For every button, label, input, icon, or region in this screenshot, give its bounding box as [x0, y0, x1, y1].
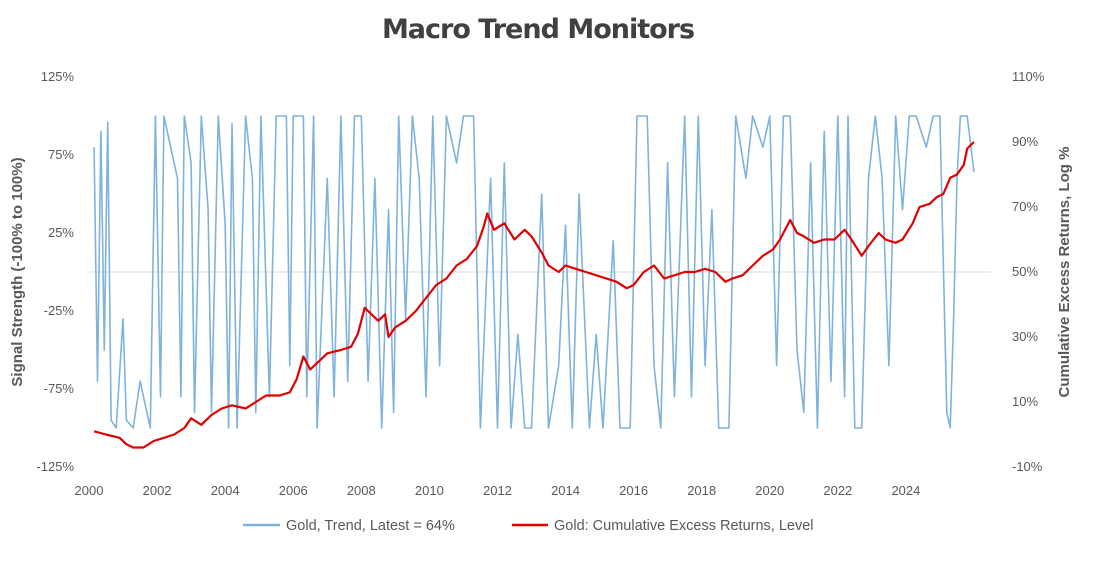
x-tick-label: 2006 [279, 483, 308, 498]
x-tick-label: 2010 [415, 483, 444, 498]
right-tick-label: -10% [1012, 459, 1043, 474]
legend-label-returns: Gold: Cumulative Excess Returns, Level [554, 518, 814, 534]
x-tick-label: 2000 [75, 483, 104, 498]
x-tick-label: 2020 [755, 483, 784, 498]
left-axis-ticks: 125% 75% 25% -25% -75% -125% [36, 69, 74, 474]
x-axis-ticks: 2000 2002 2004 2006 2008 2010 2012 2014 2016 2018… [75, 483, 921, 498]
x-tick-label: 2012 [483, 483, 512, 498]
left-tick-label: -75% [44, 381, 75, 396]
series-line-gold-cumulative-returns [93, 141, 975, 449]
legend-label-trend: Gold, Trend, Latest = 64% [286, 518, 455, 534]
left-axis-title: Signal Strength (-100% to 100%) [9, 157, 26, 386]
right-tick-label: 30% [1012, 329, 1038, 344]
left-tick-label: -125% [36, 459, 74, 474]
right-axis-ticks: 110% 90% 70% 50% 30% 10% -10% [1012, 69, 1045, 474]
left-tick-label: -25% [44, 303, 75, 318]
x-tick-label: 2014 [551, 483, 580, 498]
right-tick-label: 50% [1012, 264, 1038, 279]
x-tick-label: 2002 [143, 483, 172, 498]
x-tick-label: 2004 [211, 483, 240, 498]
right-axis-title: Cumulative Excess Returns, Log % [1056, 147, 1073, 398]
left-tick-label: 75% [48, 147, 74, 162]
series-line-gold-trend [93, 115, 975, 429]
right-tick-label: 90% [1012, 134, 1038, 149]
plot-area [93, 115, 975, 449]
x-tick-label: 2022 [823, 483, 852, 498]
legend: Gold, Trend, Latest = 64% Gold: Cumulati… [243, 518, 814, 534]
right-tick-label: 110% [1012, 69, 1045, 84]
chart-title: Macro Trend Monitors [382, 14, 694, 45]
x-tick-label: 2024 [891, 483, 920, 498]
x-tick-label: 2018 [687, 483, 716, 498]
x-tick-label: 2016 [619, 483, 648, 498]
right-tick-label: 70% [1012, 199, 1038, 214]
left-tick-label: 25% [48, 225, 74, 240]
x-tick-label: 2008 [347, 483, 376, 498]
right-tick-label: 10% [1012, 394, 1038, 409]
left-tick-label: 125% [41, 69, 75, 84]
